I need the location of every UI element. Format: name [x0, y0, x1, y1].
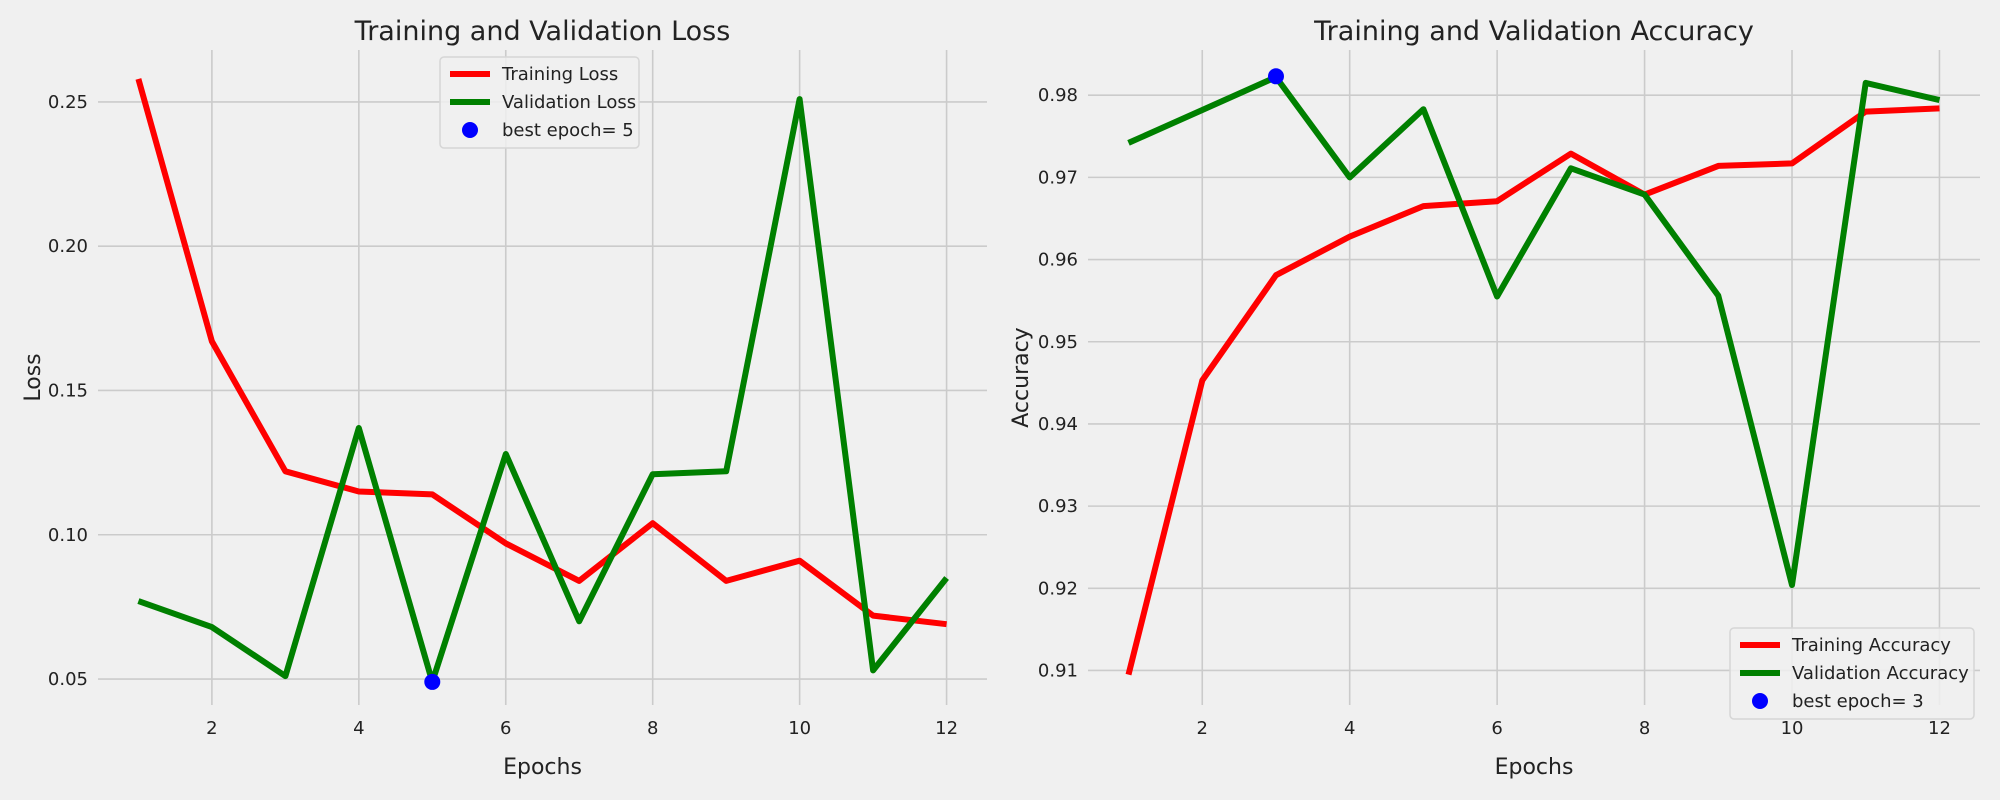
legend-label: Training Accuracy	[1791, 635, 1951, 656]
y-tick-label: 0.05	[48, 669, 88, 690]
x-axis-label: Epochs	[1495, 755, 1574, 780]
y-tick-label: 0.15	[48, 380, 88, 401]
training-series-line	[135, 78, 947, 628]
x-tick-label: 8	[647, 718, 658, 739]
y-tick-label: 0.25	[48, 92, 88, 113]
x-tick-label: 10	[788, 718, 811, 739]
chart-title: Training and Validation Loss	[354, 16, 731, 47]
x-tick-label: 6	[1491, 718, 1502, 739]
chart-title: Training and Validation Accuracy	[1313, 16, 1754, 47]
legend: Training Accuracy Validation Accuracy best…	[1729, 627, 1975, 720]
x-tick-label: 12	[1928, 718, 1951, 739]
legend-label: Validation Accuracy	[1792, 663, 1969, 684]
y-tick-label: 0.20	[48, 236, 88, 257]
legend: Training Loss Validation Loss best epoch= …	[439, 56, 640, 149]
validation-series-line	[137, 96, 949, 685]
y-tick-label: 0.93	[1038, 496, 1078, 517]
x-tick-label: 4	[1344, 718, 1355, 739]
y-tick-label: 0.94	[1038, 414, 1078, 435]
y-tick-label: 0.10	[48, 525, 88, 546]
x-tick-label: 2	[1197, 718, 1208, 739]
legend-label: best epoch= 5	[502, 120, 634, 141]
x-tick-label: 12	[935, 718, 958, 739]
x-axis-label: Epochs	[503, 755, 582, 780]
y-tick-label: 0.97	[1038, 167, 1078, 188]
legend-box	[439, 56, 640, 149]
y-tick-label: 0.96	[1038, 250, 1078, 271]
training-series-line	[1125, 105, 1940, 676]
best-epoch-point	[1267, 68, 1284, 85]
legend-label: Training Loss	[501, 64, 618, 85]
x-tick-label: 10	[1781, 718, 1804, 739]
gridlines	[98, 50, 987, 705]
y-tick-label: 0.98	[1038, 85, 1078, 106]
accuracy-chart: 2 4 6 8 10 12 0.91 0.92 0.93 0.94 0.95 0.96 0.97 0.98…	[1009, 16, 1980, 780]
loss-chart: 2 4 6 8 10 12 0.05 0.10 0.15 0.20 0.25 Training and…	[21, 16, 987, 780]
y-axis-label: Loss	[21, 353, 46, 401]
legend-label: best epoch= 3	[1792, 691, 1924, 712]
legend-marker	[462, 122, 478, 138]
tick-labels: 2 4 6 8 10 12 0.05 0.10 0.15 0.20 0.25	[48, 92, 958, 739]
x-tick-label: 4	[353, 718, 364, 739]
y-tick-label: 0.95	[1038, 332, 1078, 353]
best-epoch-point	[424, 673, 441, 690]
x-tick-label: 2	[206, 718, 217, 739]
x-tick-label: 6	[500, 718, 511, 739]
gridlines	[1088, 50, 1980, 705]
legend-label: Validation Loss	[502, 92, 636, 113]
legend-marker	[1752, 693, 1768, 709]
x-tick-label: 8	[1639, 718, 1650, 739]
y-tick-label: 0.91	[1038, 660, 1078, 681]
legend-box	[1729, 627, 1975, 720]
tick-labels: 2 4 6 8 10 12 0.91 0.92 0.93 0.94 0.95 0.96 0.97 0.98	[1038, 85, 1951, 739]
y-axis-label: Accuracy	[1009, 327, 1034, 427]
y-tick-label: 0.92	[1038, 578, 1078, 599]
validation-series-line	[1127, 74, 1941, 588]
